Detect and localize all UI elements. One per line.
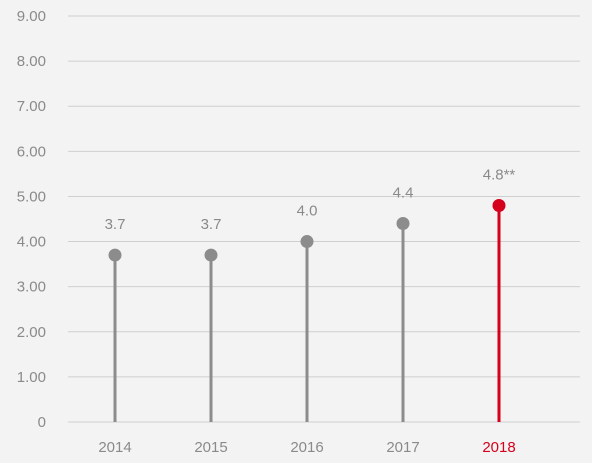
data-label: 4.8** xyxy=(483,166,516,183)
x-tick-label: 2016 xyxy=(290,439,323,456)
data-label: 4.4 xyxy=(393,185,414,202)
data-point xyxy=(492,198,506,212)
data-labels: 3.7 3.7 4.0 4.4 4.8** xyxy=(105,166,516,233)
x-axis-tick-labels: 2014 2015 2016 2017 2018 xyxy=(98,439,515,456)
y-tick-label: 1.00 xyxy=(17,369,46,386)
y-tick-label: 9.00 xyxy=(17,8,46,25)
data-point xyxy=(396,217,410,231)
x-tick-label: 2014 xyxy=(98,439,131,456)
y-tick-label: 3.00 xyxy=(17,279,46,296)
x-tick-label: 2017 xyxy=(386,439,419,456)
data-label: 4.0 xyxy=(297,203,318,220)
x-tick-label: 2018 xyxy=(482,439,515,456)
y-tick-label: 2.00 xyxy=(17,324,46,341)
data-point xyxy=(204,248,218,262)
data-label: 3.7 xyxy=(105,216,126,233)
y-tick-label: 8.00 xyxy=(17,53,46,70)
y-tick-label: 0 xyxy=(38,414,46,431)
y-axis-tick-labels: 0 1.00 2.00 3.00 4.00 5.00 6.00 7.00 8.00 9.00 xyxy=(17,8,46,431)
stems xyxy=(113,205,501,422)
y-tick-label: 5.00 xyxy=(17,188,46,205)
y-tick-label: 4.00 xyxy=(17,234,46,251)
data-label: 3.7 xyxy=(201,216,222,233)
data-point xyxy=(108,248,122,262)
gridlines xyxy=(68,15,580,423)
y-tick-label: 7.00 xyxy=(17,98,46,115)
data-point xyxy=(300,235,314,249)
y-tick-label: 6.00 xyxy=(17,143,46,160)
x-tick-label: 2015 xyxy=(194,439,227,456)
points xyxy=(108,198,506,262)
